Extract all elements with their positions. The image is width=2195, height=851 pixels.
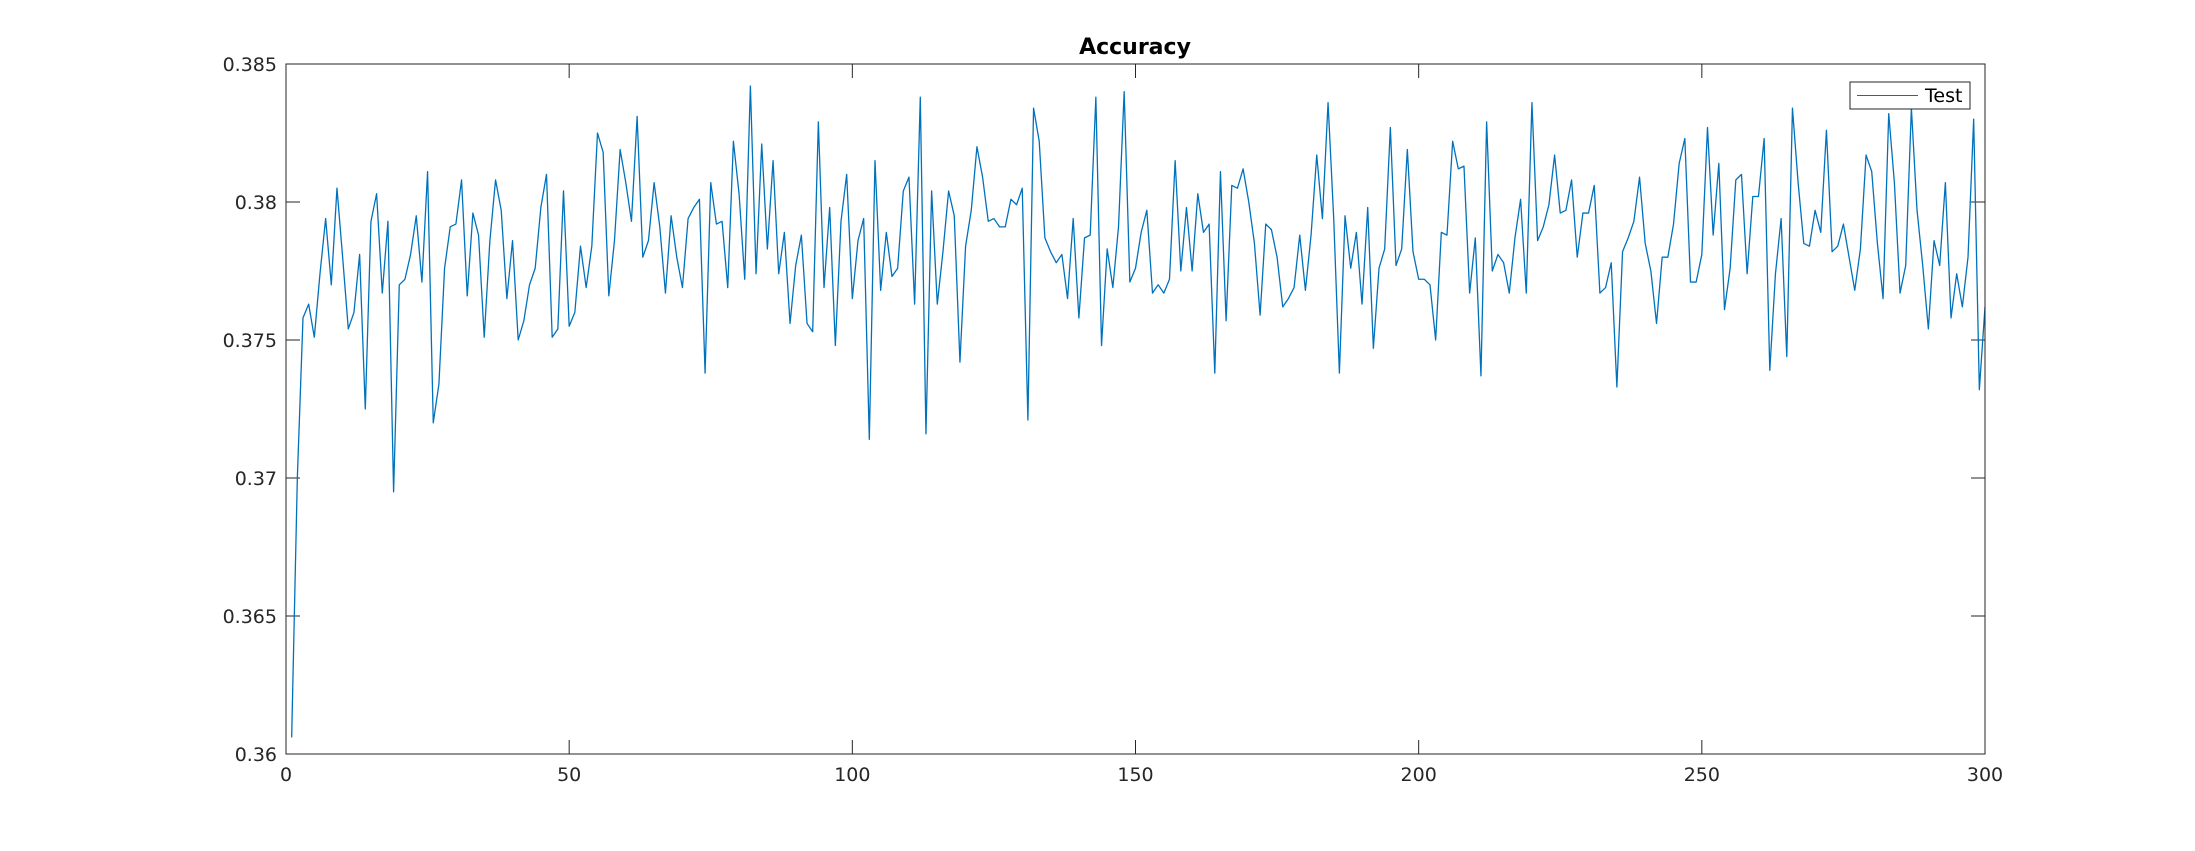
chart-title: Accuracy <box>1079 35 1191 60</box>
x-tick-label: 300 <box>1967 764 2003 786</box>
y-tick-label: 0.365 <box>223 606 277 628</box>
y-tick-label: 0.38 <box>235 192 277 214</box>
plot-area <box>286 64 1985 754</box>
legend-label-test: Test <box>1924 85 1962 107</box>
y-tick-label: 0.385 <box>223 54 277 76</box>
x-tick-label: 100 <box>834 764 870 786</box>
y-tick-label: 0.36 <box>235 744 277 766</box>
y-tick-label: 0.37 <box>235 468 277 490</box>
series-line-test <box>291 85 1986 738</box>
x-tick-label: 0 <box>280 764 292 786</box>
plot-box <box>285 63 1986 755</box>
y-tick-label: 0.375 <box>223 330 277 352</box>
x-tick-label: 150 <box>1117 764 1153 786</box>
legend: Test <box>1849 81 1971 110</box>
x-tick-label: 200 <box>1401 764 1437 786</box>
x-tick-label: 250 <box>1684 764 1720 786</box>
x-tick-label: 50 <box>557 764 581 786</box>
